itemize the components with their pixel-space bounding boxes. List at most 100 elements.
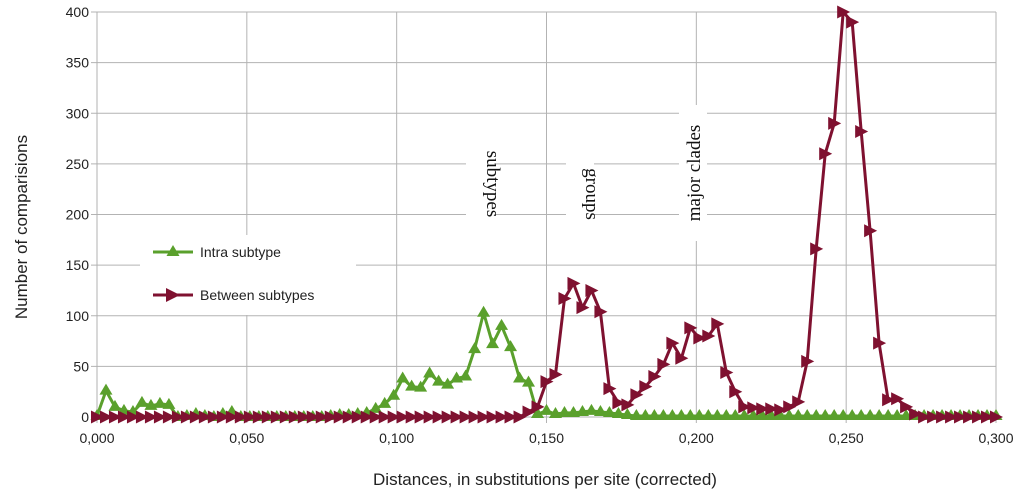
data-point xyxy=(665,408,679,420)
data-point xyxy=(153,396,167,408)
data-point xyxy=(441,377,455,389)
data-point xyxy=(270,410,284,424)
data-point xyxy=(584,403,598,415)
legend-label-between-subtypes: Between subtypes xyxy=(200,287,314,303)
data-point xyxy=(198,410,212,424)
data-point xyxy=(594,305,608,319)
data-point xyxy=(548,406,562,418)
data-point xyxy=(558,292,572,306)
data-point xyxy=(171,410,185,424)
data-point xyxy=(774,403,788,417)
data-point xyxy=(477,410,491,424)
data-point xyxy=(207,410,221,424)
data-point xyxy=(342,410,356,424)
data-point xyxy=(711,317,725,331)
data-point xyxy=(720,365,734,379)
data-point xyxy=(477,305,491,317)
data-point xyxy=(423,366,437,378)
data-point xyxy=(378,410,392,424)
data-point xyxy=(117,410,131,424)
data-point xyxy=(405,379,419,391)
data-point xyxy=(765,402,779,416)
data-point xyxy=(135,410,149,424)
data-point xyxy=(351,410,365,424)
data-point xyxy=(360,410,374,424)
data-point xyxy=(531,406,545,418)
data-point xyxy=(656,408,670,420)
data-point xyxy=(773,408,787,420)
data-point xyxy=(387,388,401,400)
data-point xyxy=(495,318,509,330)
data-point xyxy=(414,410,428,424)
data-point xyxy=(522,405,536,419)
annotation-backdrop xyxy=(679,105,707,241)
data-point xyxy=(126,410,140,424)
y-tick-label: 350 xyxy=(66,55,90,71)
data-point xyxy=(755,408,769,420)
data-point xyxy=(800,408,814,420)
series-between-subtypes xyxy=(91,5,1003,424)
data-point xyxy=(99,383,113,395)
legend-background xyxy=(140,235,356,315)
data-point xyxy=(819,147,833,161)
data-point xyxy=(297,410,311,424)
data-point xyxy=(306,410,320,424)
legend-marker-between-subtypes xyxy=(166,288,180,302)
data-point xyxy=(243,410,257,424)
data-point xyxy=(468,410,482,424)
data-point xyxy=(891,392,905,406)
data-point xyxy=(864,224,878,238)
data-point xyxy=(261,410,275,424)
data-point xyxy=(513,410,527,424)
data-point xyxy=(333,410,347,424)
data-point xyxy=(629,408,643,420)
data-point xyxy=(611,406,625,418)
data-point xyxy=(648,370,662,383)
data-point xyxy=(936,410,950,424)
data-point xyxy=(827,408,841,420)
data-point xyxy=(746,408,760,420)
annotation-backdrop xyxy=(466,136,494,232)
annotation-major-clades: major clades xyxy=(684,125,705,222)
y-tick-label: 150 xyxy=(66,257,90,273)
data-point xyxy=(279,410,293,424)
y-tick-label: 400 xyxy=(66,4,90,20)
data-point xyxy=(638,408,652,420)
data-point xyxy=(954,410,968,424)
data-point xyxy=(369,401,383,413)
data-point xyxy=(216,410,230,424)
data-point xyxy=(782,408,796,420)
data-point xyxy=(252,410,266,424)
data-point xyxy=(620,407,634,419)
x-tick-label: 0,150 xyxy=(529,430,564,446)
gridlines xyxy=(91,11,997,423)
data-point xyxy=(153,410,167,424)
data-point xyxy=(728,408,742,420)
data-point xyxy=(873,336,887,350)
data-point xyxy=(693,331,707,345)
data-point xyxy=(504,340,518,352)
data-point xyxy=(504,410,518,424)
data-point xyxy=(441,410,455,424)
data-point xyxy=(737,408,751,420)
data-point xyxy=(927,410,941,424)
data-point xyxy=(872,408,886,420)
y-tick-label: 200 xyxy=(66,207,90,223)
data-point xyxy=(531,400,545,414)
data-point xyxy=(108,399,122,411)
data-point xyxy=(549,367,563,381)
annotation-subtypes: subtypes xyxy=(482,151,503,218)
data-point xyxy=(801,354,815,368)
data-point xyxy=(810,242,824,256)
data-point xyxy=(495,410,509,424)
data-point xyxy=(396,410,410,424)
x-axis-title: Distances, in substitutions per site (co… xyxy=(373,470,717,489)
data-point xyxy=(234,410,248,424)
x-tick-label: 0,100 xyxy=(379,430,414,446)
data-point xyxy=(387,410,401,424)
y-tick-label: 250 xyxy=(66,156,90,172)
data-point xyxy=(162,397,176,409)
data-point xyxy=(845,408,859,420)
data-point xyxy=(890,408,904,420)
